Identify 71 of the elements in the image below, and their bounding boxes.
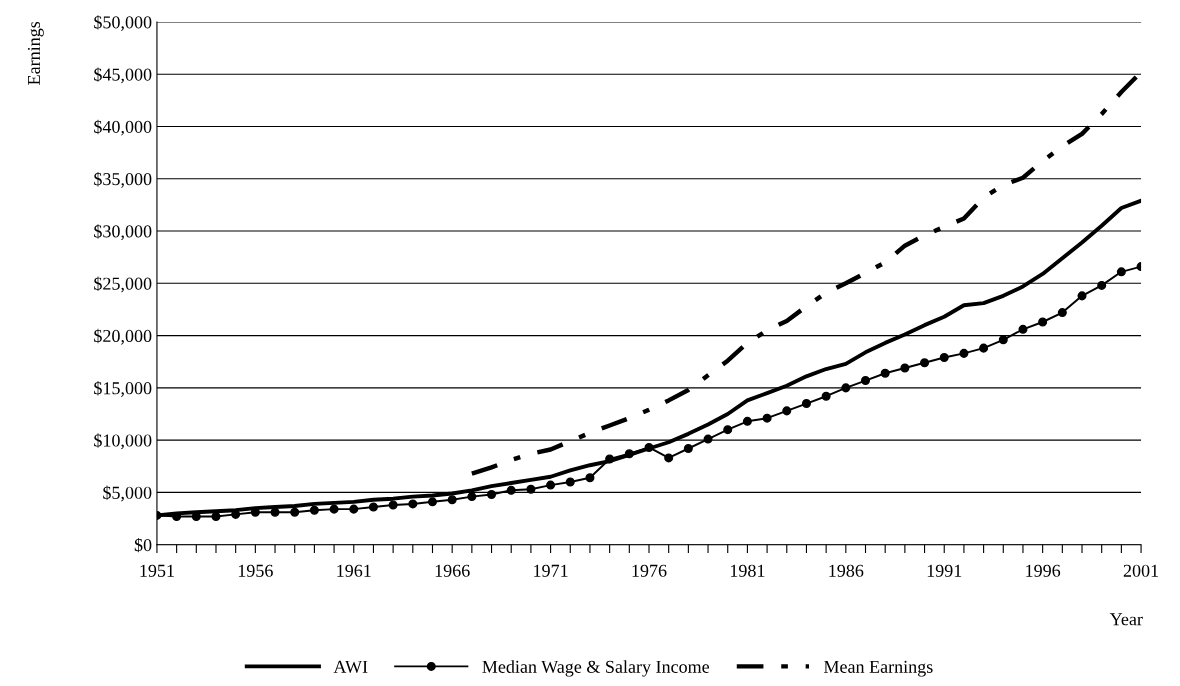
point (585, 473, 595, 483)
point (762, 413, 772, 423)
point (546, 480, 556, 490)
point (1038, 317, 1048, 327)
y-tick-label: $5,000 (103, 485, 152, 502)
point (683, 443, 693, 454)
point (624, 449, 634, 459)
point (427, 497, 438, 507)
x-tick-label: 1976 (632, 564, 667, 577)
point (703, 434, 713, 444)
legend-label: Mean Earnings (823, 660, 933, 677)
y-tick-label: $30,000 (94, 224, 152, 241)
y-tick-label: $25,000 (94, 276, 152, 293)
point (998, 335, 1008, 345)
point (605, 454, 615, 464)
y-tick-label: $20,000 (94, 328, 152, 345)
point (1077, 291, 1087, 301)
point (368, 502, 378, 512)
x-tick-label: 1971 (534, 564, 568, 577)
x-tick-label: 1961 (337, 564, 371, 577)
y-tick-label: $10,000 (94, 433, 152, 450)
y-tick-label: $40,000 (94, 119, 152, 136)
point (939, 353, 949, 363)
point (408, 499, 418, 509)
point (270, 507, 280, 517)
point (959, 348, 969, 358)
point (1057, 308, 1067, 318)
point (644, 442, 654, 452)
point (349, 504, 359, 514)
point (309, 505, 319, 515)
x-axis-title: Year (1109, 613, 1143, 626)
point (487, 489, 497, 500)
y-tick-label: $15,000 (94, 381, 152, 397)
point (920, 358, 930, 368)
point (900, 363, 910, 373)
point (723, 425, 733, 435)
point (329, 504, 339, 514)
point (782, 406, 792, 416)
point (290, 507, 300, 517)
point (447, 495, 457, 505)
x-tick-label: 1981 (730, 564, 765, 577)
y-tick-label: $50,000 (94, 15, 152, 31)
legend-label: Median Wage & Salary Income (482, 660, 710, 677)
x-tick-label: 1966 (435, 564, 470, 577)
point (742, 416, 752, 426)
point (841, 383, 851, 393)
point (1097, 280, 1107, 290)
x-tick-label: 1951 (140, 564, 174, 577)
point (821, 391, 831, 401)
y-tick-label: $0 (134, 537, 152, 553)
y-tick-label: $45,000 (94, 67, 152, 84)
x-tick-label: 1956 (238, 564, 273, 577)
point (526, 484, 536, 494)
x-tick-label: 1996 (1026, 564, 1061, 577)
point (565, 477, 575, 487)
y-axis-title: Earnings (27, 21, 44, 85)
point (1018, 324, 1028, 334)
point (801, 399, 811, 409)
x-tick-label: 2001 (1123, 564, 1159, 577)
point (467, 492, 477, 502)
y-tick-label: $35,000 (94, 171, 152, 188)
legend-label: AWI (333, 660, 368, 673)
point (388, 500, 398, 510)
point (664, 453, 674, 463)
x-tick-label: 1991 (927, 564, 962, 577)
point (979, 343, 989, 353)
point (880, 368, 890, 378)
point (1116, 267, 1126, 277)
point (506, 485, 516, 495)
point (860, 376, 871, 386)
x-tick-label: 1986 (829, 564, 864, 577)
